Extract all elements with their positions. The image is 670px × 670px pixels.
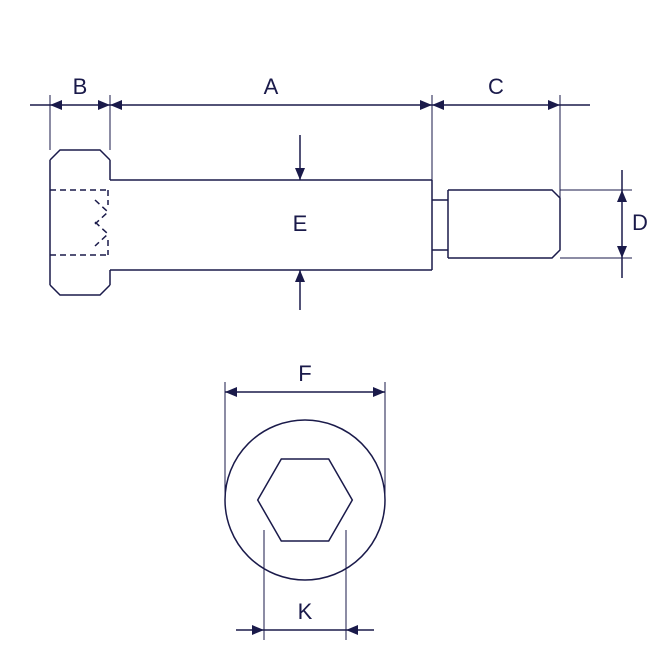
- label-C: C: [488, 74, 504, 99]
- screw-shoulder: [110, 180, 432, 270]
- dimension-A: A: [110, 74, 432, 180]
- front-view: [225, 420, 385, 580]
- screw-thread: [448, 190, 560, 258]
- technical-drawing: B A C D E F: [0, 0, 670, 670]
- label-E: E: [293, 211, 308, 236]
- dimension-B: B: [30, 74, 110, 150]
- screw-neck: [432, 200, 448, 250]
- screw-head: [50, 150, 110, 295]
- dimension-E: E: [293, 135, 308, 310]
- head-circle: [225, 420, 385, 580]
- label-A: A: [264, 74, 279, 99]
- hex-socket: [258, 459, 353, 541]
- label-F: F: [298, 361, 311, 386]
- dimension-F: F: [225, 361, 385, 500]
- label-K: K: [298, 599, 313, 624]
- dimension-K: K: [236, 530, 374, 640]
- socket-depth-indicator: [95, 190, 108, 255]
- label-D: D: [632, 210, 648, 235]
- dimension-D: D: [560, 170, 648, 278]
- dimension-C: C: [432, 74, 590, 198]
- label-B: B: [73, 74, 88, 99]
